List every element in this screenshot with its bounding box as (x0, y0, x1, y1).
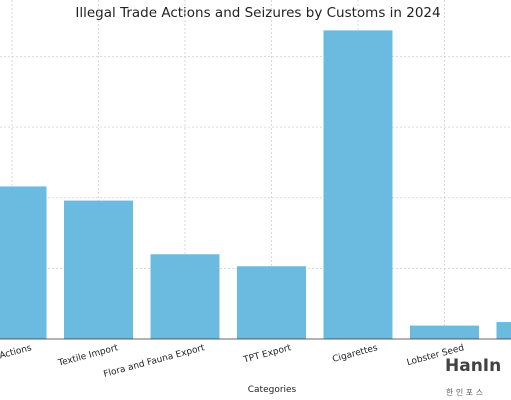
bar (64, 200, 133, 339)
bar (150, 254, 220, 339)
x-tick-label: Cigarettes (331, 343, 379, 365)
bar (496, 322, 511, 339)
bars (0, 30, 511, 340)
watermark-logo: HanIn 한 인 포 스 (445, 356, 501, 397)
x-tick-label: TPT Export (242, 343, 293, 366)
x-axis-label: Categories (248, 385, 297, 395)
bar (323, 30, 393, 340)
x-tick-label: Textile Import (56, 343, 119, 369)
bar (410, 325, 479, 339)
chart-title: Illegal Trade Actions and Seizures by Cu… (75, 5, 440, 21)
watermark-subtext: 한 인 포 스 (446, 387, 483, 397)
watermark-text: HanIn (445, 356, 501, 376)
x-tick-label: al Actions (0, 343, 33, 364)
bar (237, 266, 306, 339)
bar (0, 186, 47, 339)
